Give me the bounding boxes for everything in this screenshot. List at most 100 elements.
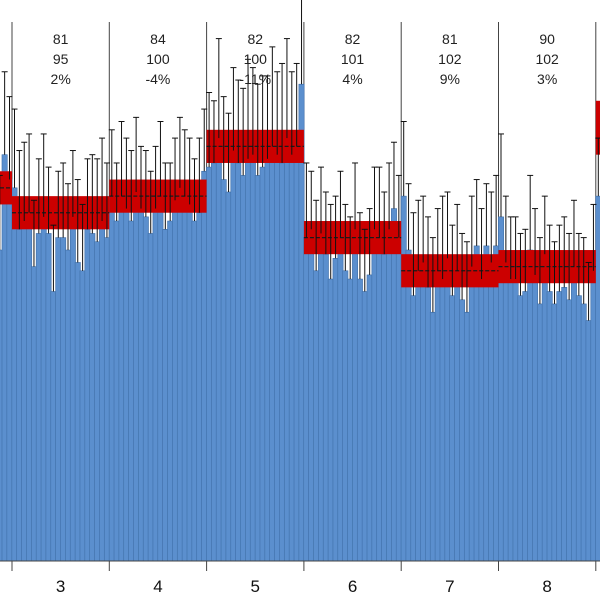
bar [502, 262, 509, 562]
partial-left-bar [1, 154, 8, 562]
bar [575, 295, 582, 562]
bar [405, 249, 412, 562]
bar [449, 295, 456, 562]
bar [157, 195, 164, 562]
stat-label: 95 [53, 51, 69, 67]
stat-label: 101 [341, 51, 365, 67]
stat-label: 100 [146, 51, 170, 67]
bar [264, 158, 271, 562]
bar [50, 291, 57, 562]
bar [507, 278, 514, 562]
bar [429, 311, 436, 562]
bar [381, 253, 388, 562]
partial-left-bar [6, 179, 13, 562]
bar [522, 291, 529, 562]
bar [590, 270, 597, 562]
group-label: 5 [251, 577, 260, 596]
bar [478, 278, 485, 562]
bar [288, 154, 295, 562]
bar [235, 162, 242, 562]
stat-label: 82 [345, 31, 361, 47]
bar [347, 278, 354, 562]
bar [459, 299, 466, 562]
bar [532, 274, 539, 562]
stat-label: 100 [244, 51, 268, 67]
bar [40, 216, 47, 562]
bar [220, 179, 227, 562]
bar [546, 291, 553, 562]
bar [566, 299, 573, 562]
bar [128, 220, 135, 562]
bar [283, 137, 290, 562]
bar [303, 237, 310, 562]
group-label: 8 [542, 577, 551, 596]
bar [352, 229, 358, 562]
stat-label: 81 [442, 31, 458, 47]
partial-right-band [595, 100, 600, 155]
bar [11, 187, 18, 562]
stat-label: 84 [150, 31, 166, 47]
bar [313, 270, 320, 562]
bar [16, 229, 23, 562]
bar [142, 216, 149, 562]
bar [483, 245, 490, 562]
bar [551, 303, 558, 562]
bar [337, 237, 344, 562]
bar [60, 237, 67, 562]
bar [308, 229, 315, 562]
bar [65, 249, 71, 562]
bar [172, 199, 178, 562]
bar [108, 195, 115, 562]
bar [361, 291, 368, 562]
bar [556, 291, 563, 562]
bar [259, 166, 266, 562]
bar [434, 270, 441, 562]
bar [541, 253, 548, 562]
bar [327, 278, 334, 562]
bar [201, 170, 208, 562]
bar [444, 258, 451, 562]
group-label: 4 [153, 577, 162, 596]
stat-label: 102 [535, 51, 559, 67]
group-label: 3 [56, 577, 65, 596]
stat-label: -4% [145, 71, 170, 87]
bar [196, 212, 203, 562]
bar [147, 233, 154, 562]
group-label: 7 [445, 577, 454, 596]
bar [395, 237, 402, 562]
bar [133, 191, 140, 562]
bar [215, 137, 222, 562]
bar [162, 229, 169, 562]
bar [391, 208, 397, 562]
bar [211, 162, 217, 562]
bar [493, 245, 500, 562]
error-bars [0, 0, 600, 321]
bar [225, 191, 232, 562]
bar [439, 278, 446, 562]
bar [488, 262, 495, 562]
bar [191, 220, 198, 562]
bar [74, 262, 81, 562]
bar [245, 158, 251, 562]
partial-right-bar [595, 195, 600, 562]
bar [152, 208, 159, 562]
stat-label: -11% [239, 71, 271, 87]
bar [279, 162, 286, 562]
bar [94, 241, 101, 562]
bar [35, 233, 42, 562]
bar [420, 262, 427, 562]
bar [31, 266, 37, 562]
bar [527, 249, 534, 562]
bar [89, 233, 96, 562]
bar [240, 175, 247, 562]
bar [176, 187, 183, 562]
bar [342, 270, 349, 562]
group-label: 6 [348, 577, 357, 596]
bar [293, 146, 300, 562]
bar [113, 220, 120, 562]
bar [468, 266, 475, 562]
stat-label: 9% [440, 71, 460, 87]
bar [103, 237, 110, 562]
bar [536, 303, 543, 562]
bar [366, 274, 373, 562]
